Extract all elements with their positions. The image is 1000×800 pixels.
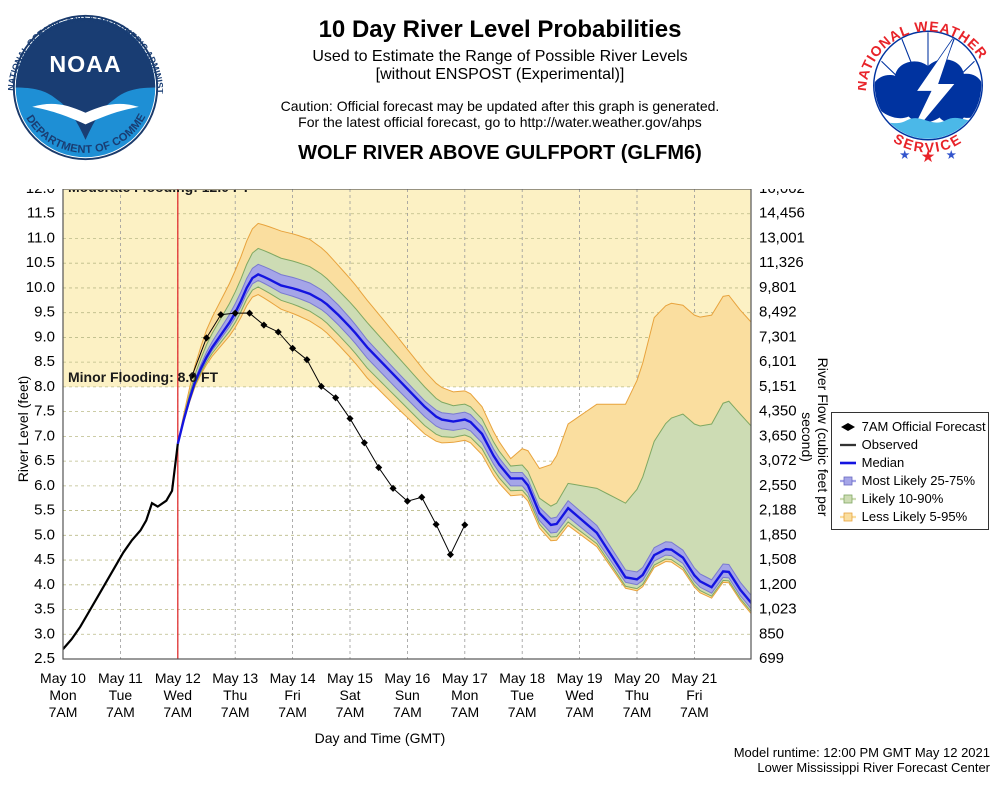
svg-text:699: 699: [759, 650, 784, 667]
svg-text:9.0: 9.0: [34, 328, 55, 345]
svg-text:4,350: 4,350: [759, 403, 797, 420]
svg-text:4.0: 4.0: [34, 576, 55, 593]
svg-text:7,301: 7,301: [759, 328, 797, 345]
svg-text:3,650: 3,650: [759, 427, 797, 444]
svg-text:2,188: 2,188: [759, 502, 797, 519]
svg-text:1,850: 1,850: [759, 526, 797, 543]
svg-text:12.0: 12.0: [26, 189, 55, 197]
svg-text:2.5: 2.5: [34, 650, 55, 667]
svg-text:8.0: 8.0: [34, 378, 55, 395]
svg-text:16,002: 16,002: [759, 189, 805, 197]
svg-text:3.0: 3.0: [34, 625, 55, 642]
svg-text:7.0: 7.0: [34, 427, 55, 444]
svg-text:11.0: 11.0: [27, 229, 55, 246]
svg-text:8.5: 8.5: [34, 353, 55, 370]
svg-text:5.0: 5.0: [34, 526, 55, 543]
svg-text:7.5: 7.5: [34, 403, 55, 420]
svg-text:10.0: 10.0: [26, 279, 55, 296]
svg-text:5,151: 5,151: [759, 378, 797, 395]
svg-text:13,001: 13,001: [759, 229, 805, 246]
svg-text:11,326: 11,326: [759, 254, 804, 271]
svg-text:2,550: 2,550: [759, 477, 797, 494]
svg-text:14,456: 14,456: [759, 205, 805, 222]
svg-text:4.5: 4.5: [34, 551, 55, 568]
svg-text:9.5: 9.5: [34, 304, 55, 321]
svg-text:6,101: 6,101: [759, 353, 797, 370]
svg-text:9,801: 9,801: [759, 279, 797, 296]
svg-text:10.5: 10.5: [26, 254, 55, 271]
svg-text:1,508: 1,508: [759, 551, 797, 568]
svg-text:6.0: 6.0: [34, 477, 55, 494]
svg-text:3.5: 3.5: [34, 601, 55, 618]
svg-text:3,072: 3,072: [759, 452, 797, 469]
svg-text:1,023: 1,023: [759, 601, 797, 618]
svg-text:6.5: 6.5: [34, 452, 55, 469]
svg-text:11.5: 11.5: [27, 205, 55, 222]
svg-text:5.5: 5.5: [34, 502, 55, 519]
svg-text:8,492: 8,492: [759, 304, 797, 321]
svg-text:850: 850: [759, 625, 784, 642]
svg-text:1,200: 1,200: [759, 576, 797, 593]
